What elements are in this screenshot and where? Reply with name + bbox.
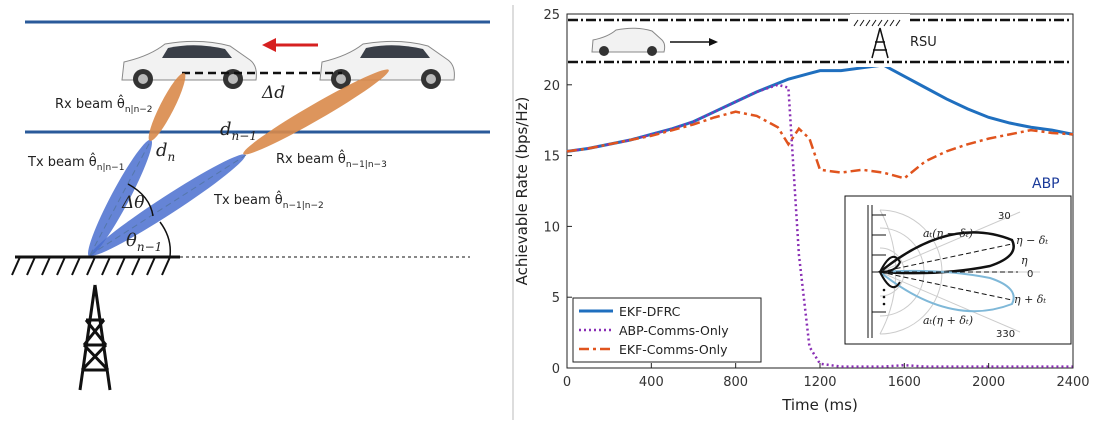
arrow-head	[262, 38, 276, 52]
distance-label: dn−1	[220, 119, 257, 143]
car	[591, 27, 666, 53]
label-main: Rx beam θ̂	[55, 95, 125, 112]
angle-label: θn−1	[126, 230, 162, 254]
label-main: θ	[126, 230, 137, 251]
car	[319, 40, 455, 89]
inset-label: 330	[996, 329, 1015, 340]
label-main: d	[220, 119, 232, 140]
label-sub: n|n−2	[125, 105, 153, 115]
chart: Time (ms) Achievable Rate (bps/Hz) RSU A…	[513, 8, 1090, 414]
angle-arc	[159, 221, 172, 257]
legend-label: ABP-Comms-Only	[619, 323, 729, 338]
beam-axis	[89, 154, 247, 256]
x-tick-label: 1200	[803, 375, 836, 390]
beam-label: Tx beam θ̂n−1|n−2	[213, 191, 324, 211]
label-sub: n−1|n−2	[283, 201, 324, 211]
label-main: d	[156, 140, 168, 161]
tower	[78, 284, 112, 391]
beam-axis	[89, 141, 151, 256]
beam-label: Tx beam θ̂n|n−1	[27, 153, 124, 173]
diagram: Rx beam θ̂n|n−2 dn dn−1 Rx beam θ̂n−1|n−…	[11, 20, 490, 391]
inset-label: η	[1021, 254, 1028, 267]
label-main: Δd	[261, 83, 285, 103]
distance-label: Δd	[261, 83, 285, 103]
scenario-sketch: RSU	[568, 14, 1072, 67]
label-sub: n|n−1	[97, 163, 125, 173]
y-tick-label: 0	[552, 362, 560, 377]
inset-label: 30	[998, 211, 1011, 222]
label-main: Δθ	[121, 193, 145, 213]
series-line	[566, 63, 1074, 153]
x-tick-label: 0	[563, 375, 571, 390]
rx-beam	[243, 69, 389, 155]
x-tick-label: 1600	[888, 375, 921, 390]
label-sub: n−1	[232, 129, 257, 143]
inset-label: aₜ(η − δₜ)	[923, 227, 973, 240]
y-tick-label: 10	[543, 220, 560, 235]
y-tick-label: 20	[543, 79, 560, 94]
distance-label: dn	[156, 140, 175, 164]
y-tick-label: 25	[543, 8, 560, 23]
y-tick-label: 5	[552, 291, 560, 306]
label-sub: n−1	[137, 240, 162, 254]
inset-label: η + δₜ	[1014, 293, 1046, 306]
y-tick-label: 15	[543, 150, 560, 165]
label-main: Tx beam θ̂	[213, 191, 283, 208]
label-main: Rx beam θ̂	[276, 150, 346, 167]
x-tick-label: 2000	[972, 375, 1005, 390]
angle-arc	[127, 183, 154, 217]
label-main: Tx beam θ̂	[27, 153, 97, 170]
inset-label: aₜ(η + δₜ)	[923, 314, 973, 327]
legend-label: EKF-Comms-Only	[619, 342, 728, 357]
x-tick-label: 400	[639, 375, 664, 390]
x-tick-label: 2400	[1056, 375, 1089, 390]
x-tick-label: 800	[723, 375, 748, 390]
annotation: RSU	[910, 35, 937, 50]
x-axis-label: Time (ms)	[781, 396, 858, 414]
series-line	[566, 110, 1074, 180]
legend: EKF-DFRC ABP-Comms-Only EKF-Comms-Only	[572, 297, 762, 363]
rx-beam	[148, 72, 186, 142]
inset-label: 0	[1027, 269, 1033, 280]
annotation: ABP	[1032, 176, 1060, 192]
label-sub: n	[168, 150, 176, 164]
hatch	[11, 256, 171, 276]
beam-label: Rx beam θ̂n|n−2	[55, 95, 153, 115]
angle-label: Δθ	[121, 193, 145, 213]
legend-label: EKF-DFRC	[619, 304, 681, 319]
y-axis-label: Achievable Rate (bps/Hz)	[513, 97, 531, 286]
inset-polar: 30 330 aₜ(η − δₜ) η − δₜ η 0 η + δₜ aₜ(η…	[844, 195, 1072, 345]
series-line	[566, 83, 1073, 368]
rsu-tower	[871, 27, 889, 59]
beam-label: Rx beam θ̂n−1|n−3	[276, 150, 387, 170]
inset-label: η − δₜ	[1016, 234, 1048, 247]
arrow-head	[709, 38, 718, 46]
car	[121, 40, 257, 89]
hatch	[853, 19, 901, 27]
label-sub: n−1|n−3	[346, 160, 387, 170]
